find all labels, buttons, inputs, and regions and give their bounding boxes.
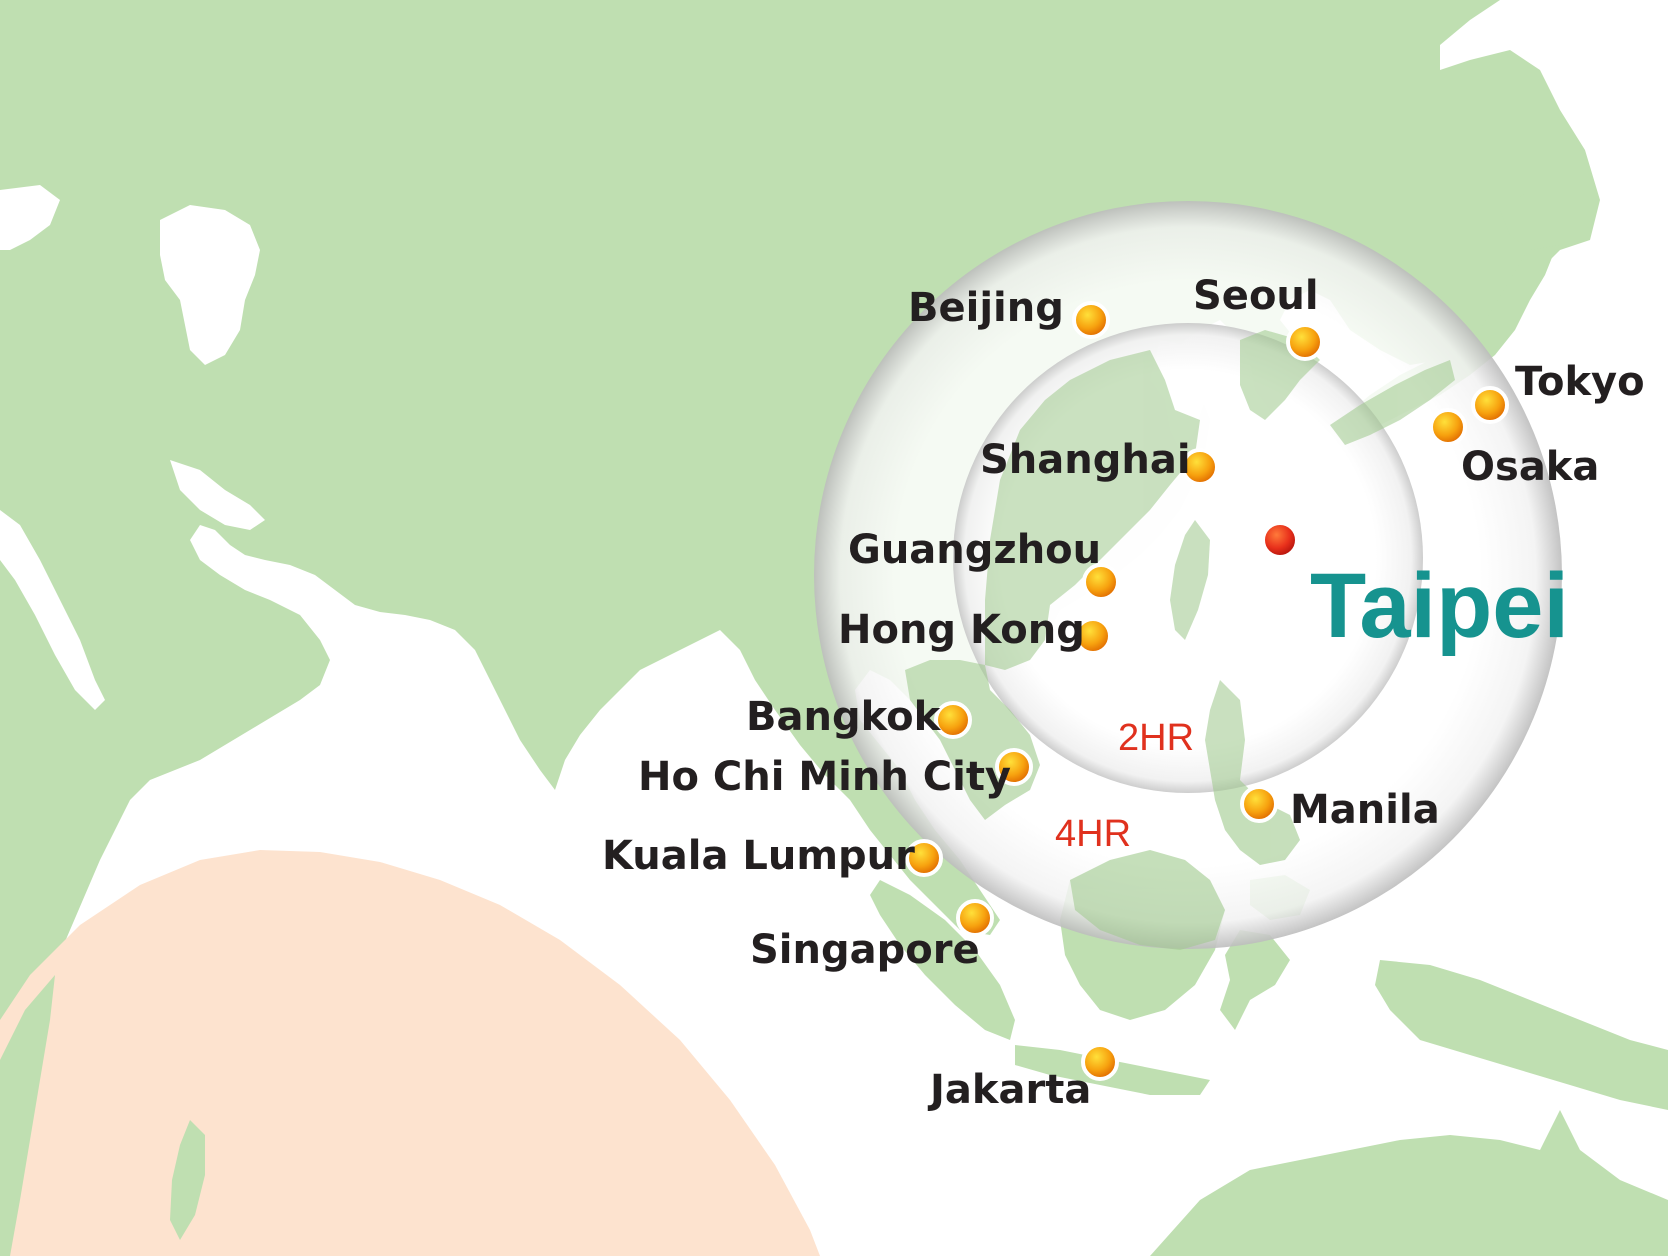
- caspian-sea: [160, 205, 260, 365]
- inner-china-coast: [985, 350, 1200, 670]
- persian-gulf: [170, 460, 265, 530]
- sumatra-island: [870, 880, 1015, 1040]
- label-taipei: Taipei: [1310, 555, 1570, 657]
- label-seoul: Seoul: [1193, 273, 1319, 319]
- label-4hr: 4HR: [1055, 813, 1132, 855]
- inner-borneo: [1070, 850, 1225, 950]
- new-guinea: [1375, 960, 1668, 1110]
- label-guangzhou: Guangzhou: [848, 527, 1102, 573]
- label-shanghai: Shanghai: [980, 437, 1191, 483]
- label-2hr: 2HR: [1118, 717, 1195, 759]
- hong-kong-marker[interactable]: [1074, 617, 1112, 655]
- australia-north: [1150, 1110, 1668, 1256]
- kuala-lumpur-marker[interactable]: [905, 839, 943, 877]
- black-sea: [0, 185, 60, 250]
- jakarta-marker[interactable]: [1081, 1043, 1119, 1081]
- inner-japan: [1330, 360, 1455, 445]
- label-singapore: Singapore: [750, 927, 980, 973]
- singapore-marker[interactable]: [956, 899, 994, 937]
- seoul-marker[interactable]: [1286, 323, 1324, 361]
- beijing-marker[interactable]: [1072, 301, 1110, 339]
- madagascar: [170, 1120, 205, 1240]
- africa-coast-overlay: [0, 975, 55, 1256]
- label-bangkok: Bangkok: [746, 694, 941, 740]
- hokkaido: [1500, 190, 1575, 250]
- label-tokyo: Tokyo: [1515, 359, 1645, 405]
- label-manila: Manila: [1290, 787, 1440, 833]
- label-hong-kong: Hong Kong: [838, 607, 1085, 653]
- osaka-marker[interactable]: [1429, 408, 1467, 446]
- label-jakarta: Jakarta: [930, 1067, 1092, 1113]
- taipei-marker[interactable]: [1261, 521, 1299, 559]
- label-osaka: Osaka: [1461, 444, 1600, 490]
- bangkok-marker[interactable]: [934, 701, 972, 739]
- ho-chi-minh-city-marker[interactable]: [995, 748, 1033, 786]
- shanghai-marker[interactable]: [1181, 448, 1219, 486]
- inner-philippines: [1205, 680, 1300, 865]
- label-beijing: Beijing: [908, 285, 1064, 331]
- sulawesi-island: [1220, 930, 1290, 1030]
- inner-taiwan: [1170, 520, 1210, 640]
- tokyo-marker[interactable]: [1471, 386, 1509, 424]
- city-markers: [905, 301, 1509, 1081]
- red-sea: [0, 510, 105, 710]
- label-kuala-lumpur: Kuala Lumpur: [602, 833, 915, 879]
- manila-marker[interactable]: [1240, 785, 1278, 823]
- label-ho-chi-minh-city: Ho Chi Minh City: [638, 754, 1012, 800]
- guangzhou-marker[interactable]: [1082, 563, 1120, 601]
